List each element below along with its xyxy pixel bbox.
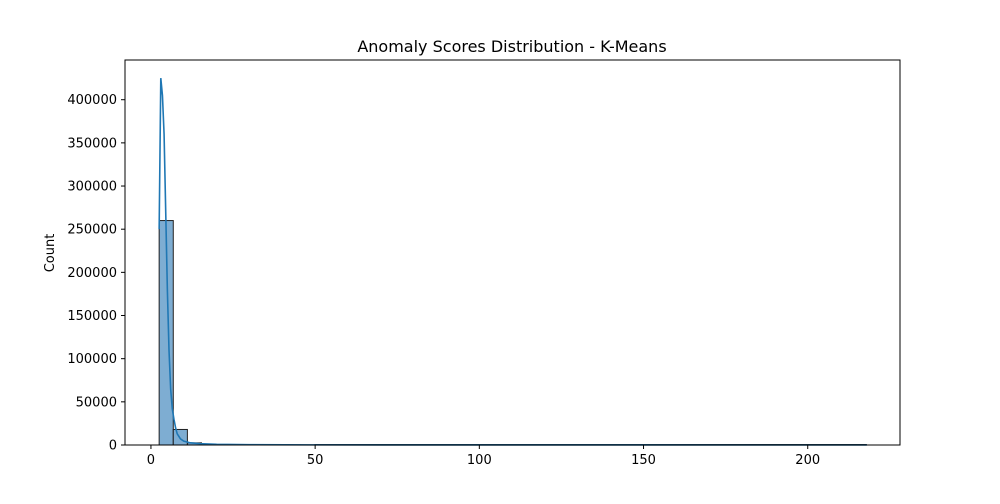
y-tick-label-2: 100000: [67, 352, 117, 367]
x-tick-label-0: 0: [147, 453, 155, 468]
x-axis-ticks: 0 50 100 150 200: [147, 445, 820, 468]
y-tick-label-4: 200000: [67, 266, 117, 281]
x-tick-label-2: 100: [467, 453, 492, 468]
y-tick-label-5: 250000: [67, 223, 117, 238]
x-tick-label-3: 150: [631, 453, 656, 468]
y-tick-label-6: 300000: [67, 180, 117, 195]
axes-frame: [125, 60, 900, 445]
y-tick-label-0: 0: [109, 439, 117, 454]
chart-title: Anomaly Scores Distribution - K-Means: [357, 37, 666, 56]
x-tick-label-4: 200: [795, 453, 820, 468]
y-tick-label-1: 50000: [76, 395, 117, 410]
y-tick-label-3: 150000: [67, 309, 117, 324]
kde-line: [159, 78, 867, 445]
histogram-bars: [159, 221, 867, 445]
y-axis-ticks: 0 50000 100000 150000 200000 250000 300000 3500…: [67, 93, 125, 453]
y-tick-label-8: 400000: [67, 93, 117, 108]
y-axis-label: Count: [43, 234, 58, 273]
y-tick-label-7: 350000: [67, 136, 117, 151]
x-tick-label-1: 50: [307, 453, 324, 468]
